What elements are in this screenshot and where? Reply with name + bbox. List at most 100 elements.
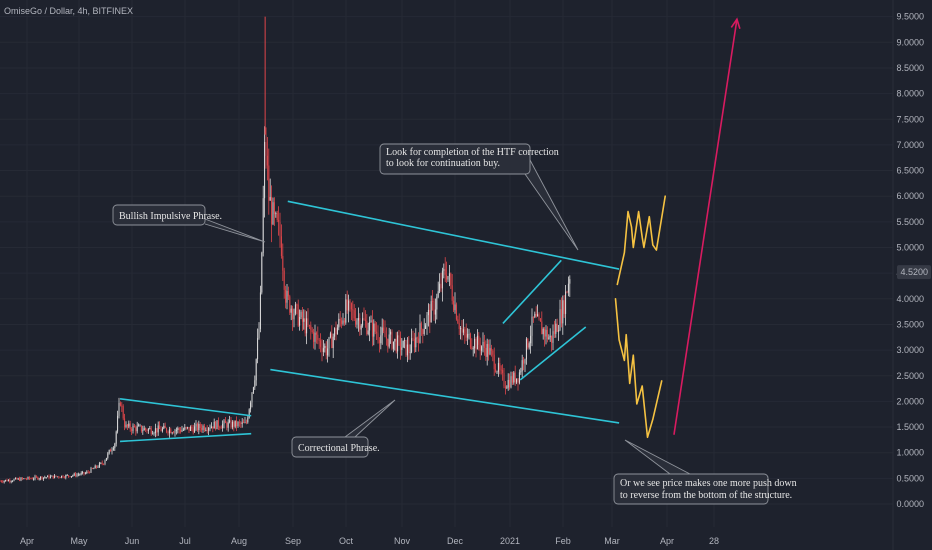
candle-body [325, 345, 327, 356]
candle-body [103, 463, 105, 465]
candle-body [366, 320, 368, 335]
candle-body [530, 335, 532, 344]
time-tick-label: Sep [285, 536, 301, 546]
candle-body [40, 476, 42, 479]
time-tick-label: May [70, 536, 88, 546]
candle-body [266, 155, 268, 166]
candle-body [376, 331, 378, 334]
candle-body [79, 474, 81, 476]
candle-body [272, 202, 274, 225]
time-tick-label: Nov [394, 536, 411, 546]
candle-body [154, 428, 156, 434]
candle-body [318, 339, 320, 341]
candle-body [118, 402, 120, 416]
candle-body [68, 475, 70, 477]
candle-body [510, 376, 512, 388]
candle-body [203, 426, 205, 431]
target-arrow [673, 17, 741, 435]
candle-body [433, 301, 435, 315]
candle-body [147, 429, 149, 432]
time-axis[interactable]: Apr May Jun Jul Aug Sep Oct Nov Dec 2021 Feb Mar Apr… [20, 536, 719, 546]
price-candles [0, 16, 571, 484]
candle-body [558, 330, 560, 332]
last-price-tag: 4.5200 [897, 265, 931, 280]
candle-body [429, 309, 431, 323]
candle-body [446, 274, 448, 280]
candle-body [0, 480, 2, 482]
candle-body [404, 340, 406, 341]
candle-body [461, 328, 463, 333]
candle-body [391, 331, 393, 349]
candle-body [321, 346, 323, 352]
price-axis[interactable]: 9.5000 9.0000 8.5000 8.0000 7.5000 7.0000 6.50… [896, 12, 924, 509]
candle-body [75, 473, 77, 476]
time-tick-label: 28 [709, 536, 719, 546]
candle-body [213, 421, 215, 429]
candle-body [143, 428, 145, 431]
candle-body [47, 475, 49, 478]
candle-body [208, 428, 210, 431]
candle-body [488, 344, 490, 355]
candle-body [527, 338, 529, 348]
callout-htf-correction[interactable]: Look for completion of the HTF correctio… [379, 143, 579, 251]
callout-text: to look for continuation buy. [386, 158, 500, 169]
candle-body [394, 338, 396, 342]
projection-bullish-path[interactable] [616, 195, 666, 286]
trendline-channel-bottom[interactable] [270, 368, 620, 424]
candle-body [453, 300, 455, 311]
candle-body [468, 333, 470, 335]
projection-bearish-path[interactable] [614, 298, 663, 439]
candle-body [283, 270, 285, 290]
candle-body [205, 429, 207, 431]
candle-body [94, 465, 96, 469]
trendline-wedge-top[interactable] [502, 259, 562, 324]
candle-body [472, 348, 474, 350]
candle-body [539, 318, 541, 322]
candle-body [425, 325, 427, 329]
candle-body [341, 320, 343, 324]
candle-body [250, 402, 252, 410]
candle-body [226, 423, 228, 428]
candle-body [142, 430, 144, 432]
candle-body [178, 428, 180, 430]
candle-body [317, 334, 319, 340]
callout-bullish-impulsive[interactable]: Bullish Impulsive Phrase. [112, 204, 266, 243]
candle-body [378, 339, 380, 344]
candle-body [339, 318, 341, 321]
candle-body [191, 426, 193, 429]
candle-body [48, 475, 50, 479]
candle-body [262, 198, 264, 253]
candle-body [19, 478, 21, 481]
candle-body [115, 431, 117, 444]
candle-body [24, 478, 26, 480]
candle-body [471, 347, 473, 349]
candle-body [504, 386, 506, 389]
candle-body [373, 323, 375, 337]
trendline-channel-top[interactable] [287, 200, 620, 270]
trendline-triangle-bottom[interactable] [119, 432, 252, 443]
candle-body [546, 329, 548, 340]
time-tick-label: Jul [179, 536, 191, 546]
target-arrow-line[interactable] [673, 19, 738, 435]
callout-text: Look for completion of the HTF correctio… [386, 147, 559, 158]
candle-body [182, 429, 184, 431]
candle-body [545, 329, 547, 337]
candle-body [304, 318, 306, 334]
candle-body [492, 350, 494, 355]
callout-correctional[interactable]: Correctional Phrase. [291, 399, 396, 458]
candle-body [349, 300, 351, 304]
candle-body [185, 427, 187, 429]
candle-body [132, 425, 134, 431]
candle-body [237, 422, 239, 427]
candle-body [66, 475, 68, 476]
candle-body [523, 360, 525, 364]
trendline-triangle-top[interactable] [119, 398, 252, 417]
candle-body [538, 314, 540, 319]
candle-body [37, 477, 39, 480]
callout-push-down[interactable]: Or we see price makes one more push down… [613, 439, 797, 505]
candle-body [129, 423, 131, 430]
candle-body [180, 429, 182, 432]
candle-body [280, 236, 282, 257]
trendline-wedge-bottom[interactable] [519, 326, 587, 381]
